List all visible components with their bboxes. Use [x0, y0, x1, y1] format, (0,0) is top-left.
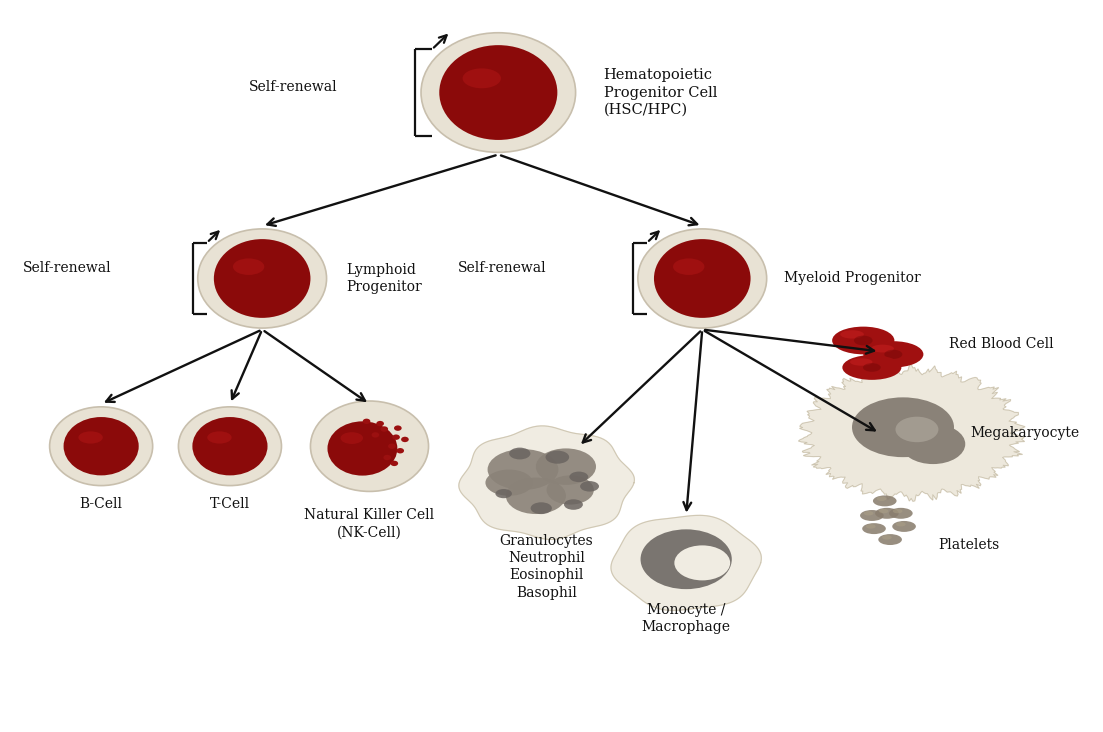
Text: Megakaryocyte: Megakaryocyte — [971, 426, 1080, 440]
Ellipse shape — [381, 426, 388, 432]
Ellipse shape — [569, 471, 588, 482]
Ellipse shape — [328, 422, 397, 476]
Ellipse shape — [889, 508, 912, 519]
Ellipse shape — [384, 455, 392, 460]
Ellipse shape — [401, 437, 409, 442]
Text: Red Blood Cell: Red Blood Cell — [950, 337, 1053, 351]
Ellipse shape — [192, 417, 268, 475]
Ellipse shape — [388, 444, 396, 449]
Ellipse shape — [843, 355, 901, 380]
Ellipse shape — [390, 460, 398, 466]
Ellipse shape — [892, 509, 902, 513]
Ellipse shape — [871, 345, 893, 353]
Ellipse shape — [547, 475, 593, 504]
Ellipse shape — [546, 451, 569, 463]
Polygon shape — [459, 426, 634, 539]
Ellipse shape — [564, 499, 582, 509]
Ellipse shape — [78, 431, 103, 444]
Ellipse shape — [864, 511, 874, 515]
Ellipse shape — [439, 45, 557, 140]
Ellipse shape — [376, 421, 384, 426]
Ellipse shape — [878, 534, 902, 545]
Ellipse shape — [50, 407, 152, 485]
Text: Myeloid Progenitor: Myeloid Progenitor — [784, 272, 921, 285]
Ellipse shape — [214, 239, 310, 318]
Ellipse shape — [654, 239, 750, 318]
Ellipse shape — [495, 489, 512, 498]
Ellipse shape — [673, 258, 705, 275]
Ellipse shape — [879, 509, 889, 513]
Ellipse shape — [860, 510, 884, 521]
Ellipse shape — [866, 524, 876, 529]
Ellipse shape — [531, 502, 552, 514]
Ellipse shape — [488, 449, 558, 490]
Ellipse shape — [892, 521, 915, 532]
Ellipse shape — [877, 496, 887, 501]
Ellipse shape — [510, 447, 531, 460]
Ellipse shape — [207, 431, 232, 444]
Text: Monocyte /
Macrophage: Monocyte / Macrophage — [642, 603, 730, 635]
Text: Natural Killer Cell
(NK-Cell): Natural Killer Cell (NK-Cell) — [304, 508, 435, 539]
Ellipse shape — [394, 425, 401, 431]
Ellipse shape — [840, 330, 864, 338]
Ellipse shape — [882, 535, 891, 539]
Polygon shape — [611, 515, 761, 610]
Text: Platelets: Platelets — [939, 538, 999, 552]
Ellipse shape — [641, 529, 731, 589]
Ellipse shape — [485, 469, 533, 496]
Ellipse shape — [885, 350, 902, 359]
Ellipse shape — [421, 33, 576, 152]
Ellipse shape — [674, 545, 730, 580]
Ellipse shape — [638, 229, 767, 328]
Ellipse shape — [875, 508, 899, 519]
Ellipse shape — [462, 68, 501, 89]
Ellipse shape — [372, 432, 379, 438]
Ellipse shape — [396, 448, 404, 453]
Ellipse shape — [896, 522, 906, 526]
Ellipse shape — [310, 401, 429, 491]
Ellipse shape — [832, 326, 895, 354]
Ellipse shape — [872, 496, 897, 507]
Ellipse shape — [197, 229, 326, 328]
Text: Self-renewal: Self-renewal — [458, 261, 547, 274]
Text: B-Cell: B-Cell — [79, 497, 122, 511]
Ellipse shape — [852, 397, 954, 458]
Ellipse shape — [506, 477, 566, 514]
Ellipse shape — [896, 417, 939, 442]
Text: Hematopoietic
Progenitor Cell
(HSC/HPC): Hematopoietic Progenitor Cell (HSC/HPC) — [603, 68, 717, 117]
Ellipse shape — [901, 424, 965, 464]
Ellipse shape — [64, 417, 139, 475]
Text: Granulocytes
Neutrophil
Eosinophil
Basophil: Granulocytes Neutrophil Eosinophil Basop… — [500, 534, 593, 600]
Ellipse shape — [863, 523, 886, 534]
Text: T-Cell: T-Cell — [210, 497, 250, 511]
Text: Self-renewal: Self-renewal — [248, 81, 338, 94]
Text: Lymphoid
Progenitor: Lymphoid Progenitor — [346, 263, 421, 294]
Ellipse shape — [233, 258, 265, 275]
Ellipse shape — [179, 407, 281, 485]
Ellipse shape — [850, 358, 872, 366]
Polygon shape — [799, 365, 1025, 501]
Ellipse shape — [864, 341, 923, 367]
Ellipse shape — [363, 419, 371, 424]
Ellipse shape — [341, 432, 363, 444]
Text: Self-renewal: Self-renewal — [23, 261, 111, 274]
Ellipse shape — [580, 481, 599, 492]
Ellipse shape — [393, 435, 400, 440]
Ellipse shape — [863, 363, 880, 372]
Ellipse shape — [536, 449, 596, 485]
Ellipse shape — [854, 336, 872, 346]
